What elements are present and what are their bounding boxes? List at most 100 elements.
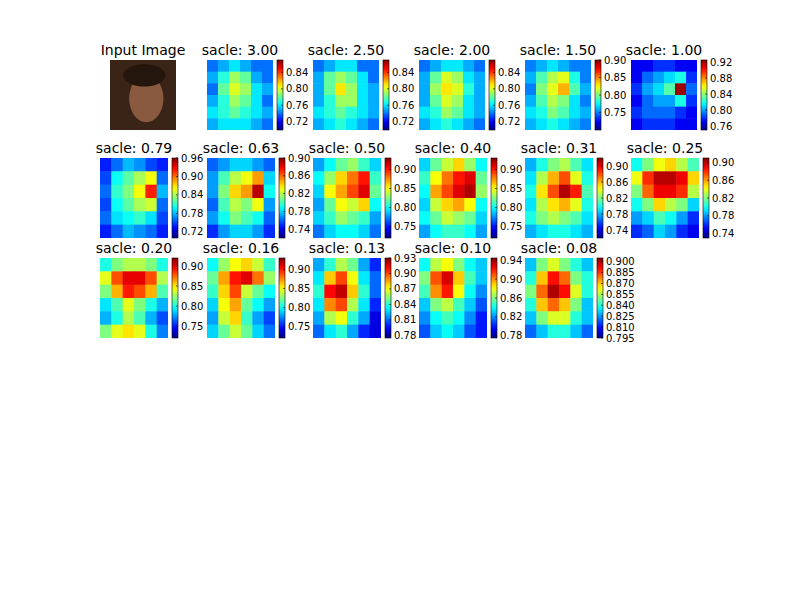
heatmap-cell [324, 325, 336, 338]
heatmap-cell [100, 211, 112, 225]
panel-title: sacle: 0.50 [309, 140, 385, 156]
heatmap-cell [370, 225, 381, 238]
colorbar-tick-label: 0.75 [181, 321, 203, 332]
heatmap-cell [240, 83, 252, 95]
heatmap-cell [252, 311, 264, 325]
heatmap-cell [642, 107, 654, 119]
heatmap-cell [570, 158, 582, 172]
colorbar-tick [389, 304, 391, 305]
heatmap-cell [547, 60, 559, 72]
heatmap-cell [558, 60, 570, 72]
heatmap-cell [370, 158, 381, 172]
heatmap-cell [241, 311, 253, 325]
panel-title: sacle: 0.31 [521, 140, 597, 156]
colorbar-tick-label: 0.80 [286, 83, 308, 94]
heatmap-cell [100, 258, 112, 272]
heatmap-cell [441, 60, 453, 72]
heatmap-cell [548, 211, 560, 225]
heatmap-cell [463, 107, 475, 119]
heatmap-cell [264, 158, 275, 172]
heatmap-cell [582, 225, 593, 238]
heatmap-cell [100, 185, 112, 199]
heatmap-cell [474, 118, 485, 130]
heatmap-cell [111, 325, 123, 338]
colorbar-tick-label: 0.74 [606, 225, 628, 236]
heatmap-cell [548, 158, 560, 172]
colorbar-tick [176, 306, 178, 307]
heatmap-cell [262, 72, 273, 84]
heatmap-cell [229, 107, 241, 119]
heatmap-cell [536, 198, 548, 212]
colorbar-tick-label: 0.84 [498, 67, 520, 78]
colorbar-tick [705, 62, 707, 63]
heatmap-cell [335, 60, 347, 72]
heatmap-cell [631, 60, 643, 72]
heatmap-cell [525, 271, 537, 285]
heatmap-cell [157, 325, 168, 338]
colorbar-tick [281, 72, 283, 73]
panel: sacle: 1.500.750.800.850.90 [520, 42, 626, 131]
heatmap-cell [548, 285, 560, 299]
colorbar-tick [601, 327, 603, 328]
panel-title: sacle: 0.20 [96, 240, 172, 256]
colorbar-tick-label: 0.80 [392, 83, 414, 94]
heatmap-cell [368, 118, 379, 130]
heatmap-cell [123, 325, 135, 338]
heatmap-cell [686, 95, 697, 107]
heatmap-cell [453, 225, 465, 238]
panel: sacle: 3.000.720.760.800.84 [202, 42, 308, 131]
colorbar-tick-label: 0.78 [288, 206, 310, 217]
heatmap-cell [453, 311, 465, 325]
heatmap-cell [347, 311, 359, 325]
heatmap-cell [582, 271, 593, 285]
heatmap-cell [241, 158, 253, 172]
heatmap-cell [264, 258, 275, 272]
heatmap-cells [100, 158, 168, 238]
heatmap-cell [218, 285, 230, 299]
heatmap-cell [442, 258, 454, 272]
colorbar-tick [283, 229, 285, 230]
colorbar-tick-label: 0.885 [606, 267, 635, 278]
heatmap-cell [207, 271, 219, 285]
heatmap-cell [230, 225, 242, 238]
panel-title: sacle: 0.08 [521, 240, 597, 256]
heatmap-cell [313, 225, 325, 238]
heatmap-cell [324, 60, 336, 72]
heatmap-cell [442, 311, 454, 325]
heatmap-cell [536, 158, 548, 172]
heatmap-cell [442, 171, 454, 185]
heatmap-cell [207, 185, 219, 199]
colorbar-tick-label: 0.86 [712, 175, 734, 186]
heatmap-cell [525, 158, 537, 172]
panel-title: sacle: 0.25 [627, 140, 703, 156]
heatmap-cell [464, 285, 476, 299]
heatmap-cell [686, 72, 697, 84]
heatmap-cell [547, 118, 559, 130]
heatmap-cell [370, 285, 381, 299]
heatmap-cell [324, 158, 336, 172]
heatmap-cell [111, 211, 123, 225]
colorbar-tick-label: 0.82 [606, 193, 628, 204]
heatmap-cell [218, 107, 230, 119]
heatmap-cell [654, 225, 666, 238]
heatmap-cell [642, 171, 654, 185]
colorbar-tick-label: 0.90 [500, 164, 522, 175]
panel-title: sacle: 2.50 [308, 42, 384, 58]
colorbar-tick [601, 294, 603, 295]
colorbar-tick-label: 0.90 [288, 264, 310, 275]
heatmap-cell [123, 185, 135, 199]
heatmap-cell [218, 171, 230, 185]
colorbar-tick-label: 0.795 [606, 333, 635, 344]
heatmap-cell [580, 107, 591, 119]
colorbar-tick [495, 260, 497, 261]
heatmap-cell [262, 83, 273, 95]
colorbar-tick-label: 0.84 [394, 299, 416, 310]
heatmap-cell [419, 158, 431, 172]
heatmap-cell [430, 158, 442, 172]
colorbar [172, 258, 178, 338]
heatmap-cells [419, 258, 487, 338]
heatmap-cell [264, 171, 275, 185]
heatmap-cell [558, 95, 570, 107]
heatmap-cell [157, 185, 168, 199]
heatmap-cell [335, 95, 347, 107]
